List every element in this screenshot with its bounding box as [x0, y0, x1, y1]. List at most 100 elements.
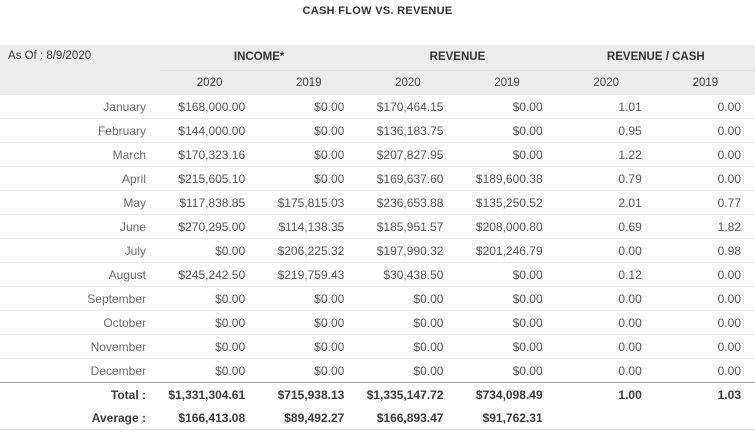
- table-row: April $215,605.10 $0.00 $169,637.60 $189…: [0, 166, 755, 191]
- table-row: Total : $1,331,304.61 $715,938.13 $1,335…: [0, 383, 755, 407]
- value-cell: 2.01: [556, 190, 656, 215]
- value-cell: $117,838.85: [160, 190, 260, 215]
- value-cell: $0.00: [259, 166, 359, 191]
- row-label: February: [0, 118, 160, 143]
- value-cell: $0.00: [457, 358, 557, 383]
- value-cell: $201,246.79: [457, 238, 557, 263]
- value-cell: 0.00: [556, 310, 656, 335]
- value-cell: $169,637.60: [358, 166, 458, 191]
- value-cell: $0.00: [358, 358, 458, 383]
- cashflow-table: As Of : 8/9/2020 INCOME* REVENUE REVENUE…: [0, 45, 755, 430]
- value-cell: 0.77: [655, 190, 755, 215]
- value-cell: $219,759.43: [259, 262, 359, 287]
- value-cell: $270,295.00: [160, 214, 260, 239]
- value-cell: 1.03: [717, 387, 741, 402]
- value-cell: 1.00: [618, 387, 642, 402]
- year-header-revenue-2019: 2019: [457, 70, 557, 95]
- value-cell: $236,653.88: [358, 190, 458, 215]
- value-cell: $0.00: [259, 286, 359, 311]
- row-label: June: [0, 214, 160, 239]
- year-header-row: 2020 2019 2020 2019 2020 2019: [0, 70, 755, 95]
- value-cell: $207,827.95: [358, 142, 458, 167]
- value-cell: 0.00: [655, 310, 755, 335]
- value-cell: $0.00: [259, 95, 359, 119]
- table-row: February $144,000.00 $0.00 $136,183.75 $…: [0, 118, 755, 143]
- value-cell: $1,331,304.61: [168, 387, 246, 402]
- table-body: January $168,000.00 $0.00 $170,464.15 $0…: [0, 95, 755, 430]
- value-cell: 0.12: [556, 262, 656, 287]
- value-cell: $91,762.31: [457, 406, 557, 430]
- table-row: January $168,000.00 $0.00 $170,464.15 $0…: [0, 95, 755, 119]
- year-header-income-2019: 2019: [259, 70, 359, 95]
- value-cell: $0.00: [160, 334, 260, 359]
- value-cell: 1.01: [556, 95, 656, 119]
- value-cell: $0.00: [358, 310, 458, 335]
- group-header-income: INCOME*: [160, 45, 359, 71]
- value-cell: $0.00: [457, 262, 557, 287]
- value-cell: 0.00: [655, 118, 755, 143]
- value-cell: $89,492.27: [259, 406, 359, 430]
- value-cell: $144,000.00: [160, 118, 260, 143]
- value-cell: $1,335,147.72: [366, 387, 444, 402]
- table-row: Average : $166,413.08 $89,492.27 $166,89…: [0, 406, 755, 430]
- table-row: August $245,242.50 $219,759.43 $30,438.5…: [0, 262, 755, 287]
- value-cell: $0.00: [457, 310, 557, 335]
- row-label: July: [0, 238, 160, 263]
- value-cell: $0.00: [457, 334, 557, 359]
- value-cell: $0.00: [160, 358, 260, 383]
- table-row: May $117,838.85 $175,815.03 $236,653.88 …: [0, 190, 755, 215]
- row-label: Total :: [110, 387, 146, 402]
- year-header-income-2020: 2020: [160, 70, 260, 95]
- value-cell: 0.00: [556, 286, 656, 311]
- value-cell: 0.98: [655, 238, 755, 263]
- table-header: As Of : 8/9/2020 INCOME* REVENUE REVENUE…: [0, 45, 755, 95]
- value-cell: 0.00: [655, 262, 755, 287]
- value-cell: 0.00: [655, 286, 755, 311]
- value-cell: $168,000.00: [160, 95, 260, 119]
- year-header-ratio-2020: 2020: [556, 70, 656, 95]
- value-cell: 0.00: [556, 238, 656, 263]
- value-cell: $189,600.38: [457, 166, 557, 191]
- value-cell: $170,323.16: [160, 142, 260, 167]
- value-cell: $0.00: [457, 118, 557, 143]
- value-cell: $0.00: [160, 310, 260, 335]
- row-label: November: [0, 334, 160, 359]
- row-label: May: [0, 190, 160, 215]
- row-label: September: [0, 286, 160, 311]
- table-row: November $0.00 $0.00 $0.00 $0.00 0.00 0.…: [0, 334, 755, 359]
- value-cell: $0.00: [160, 238, 260, 263]
- value-cell: $0.00: [457, 95, 557, 119]
- value-cell: $30,438.50: [358, 262, 458, 287]
- value-cell: $715,938.13: [277, 387, 345, 402]
- group-header-revenue: REVENUE: [358, 45, 557, 71]
- value-cell: $0.00: [259, 334, 359, 359]
- value-cell: 1.22: [556, 142, 656, 167]
- value-cell: [556, 406, 656, 430]
- value-cell: $170,464.15: [358, 95, 458, 119]
- table-row: June $270,295.00 $114,138.35 $185,951.57…: [0, 214, 755, 239]
- row-label: January: [0, 95, 160, 119]
- table-row: July $0.00 $206,225.32 $197,990.32 $201,…: [0, 238, 755, 263]
- value-cell: $197,990.32: [358, 238, 458, 263]
- value-cell: $0.00: [358, 334, 458, 359]
- group-header-revenue-cash: REVENUE / CASH: [556, 45, 755, 71]
- value-cell: $114,138.35: [259, 214, 359, 239]
- value-cell: $0.00: [259, 118, 359, 143]
- value-cell: $185,951.57: [358, 214, 458, 239]
- value-cell: $0.00: [358, 286, 458, 311]
- value-cell: 0.00: [655, 166, 755, 191]
- row-label: April: [0, 166, 160, 191]
- value-cell: 1.82: [655, 214, 755, 239]
- value-cell: 0.00: [655, 334, 755, 359]
- value-cell: $135,250.52: [457, 190, 557, 215]
- value-cell: $0.00: [259, 142, 359, 167]
- value-cell: $0.00: [259, 358, 359, 383]
- table-row: March $170,323.16 $0.00 $207,827.95 $0.0…: [0, 142, 755, 167]
- year-header-ratio-2019: 2019: [655, 70, 755, 95]
- row-label: August: [0, 262, 160, 287]
- value-cell: $166,413.08: [160, 406, 260, 430]
- value-cell: 0.00: [556, 358, 656, 383]
- value-cell: 0.79: [556, 166, 656, 191]
- row-label: October: [0, 310, 160, 335]
